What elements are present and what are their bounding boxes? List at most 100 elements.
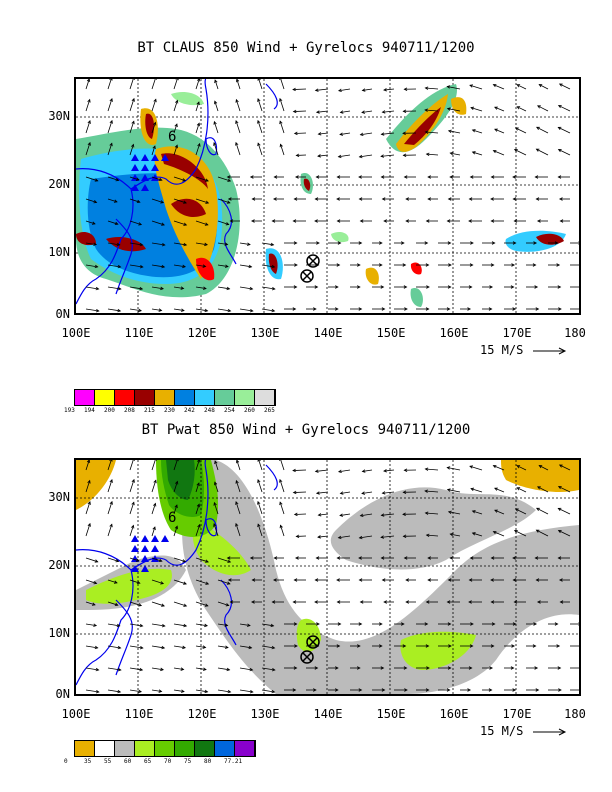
wind-vector — [85, 579, 97, 584]
wind-vector-head — [557, 486, 562, 490]
wind-vector-head — [109, 500, 113, 505]
wind-vector-head — [294, 644, 298, 648]
grid-lines — [76, 460, 579, 694]
wind-vector-head — [153, 479, 157, 484]
panel1-reference-vector: 15 M/S — [480, 343, 571, 357]
wind-vector — [362, 88, 373, 91]
wind-vector — [85, 220, 96, 225]
wind-vector — [195, 460, 200, 471]
wind-vector-head — [270, 623, 275, 628]
wind-vector-head — [295, 534, 300, 539]
wind-vector — [317, 535, 329, 538]
wind-vector-head — [337, 469, 342, 474]
wind-vector-head — [251, 578, 256, 582]
wind-vector-head — [225, 603, 230, 607]
wind-vector — [338, 535, 351, 539]
wind-vector-head — [292, 109, 297, 114]
wind-vector — [151, 557, 162, 562]
wind-vector-head — [94, 559, 99, 563]
wind-vector — [213, 142, 219, 156]
wind-vector-head — [361, 88, 366, 92]
wind-vector-head — [533, 622, 538, 626]
panel1-xlabel: 100E — [61, 326, 91, 340]
wind-vector-head — [516, 84, 521, 88]
panel1-xlabel: 150E — [376, 326, 406, 340]
wind-vector-head — [557, 285, 562, 289]
wind-vector-head — [205, 581, 210, 585]
wind-vector-head — [424, 241, 429, 245]
panel1-xlabel: 180 — [564, 326, 586, 340]
wind-vector-head — [139, 242, 144, 247]
wind-vector-head — [336, 219, 341, 223]
gyre-location-markers — [300, 635, 320, 664]
wind-vector-head — [227, 689, 232, 694]
wind-vector-head — [246, 242, 251, 246]
wind-vector-head — [87, 522, 91, 527]
wind-vector-head — [425, 600, 430, 604]
wind-vector-head — [335, 285, 339, 289]
wind-vector — [173, 198, 187, 204]
wind-vector — [195, 601, 208, 607]
wind-vector-head — [514, 508, 519, 512]
wind-vector-head — [295, 175, 299, 179]
wind-vector-head — [273, 556, 278, 560]
wind-vector-head — [490, 175, 495, 179]
wind-vector — [279, 98, 285, 112]
panel1-xlabel: 170E — [502, 326, 532, 340]
wind-vector — [173, 79, 178, 90]
wind-vector-head — [489, 666, 494, 670]
wind-vector-head — [402, 109, 407, 113]
wind-vector-head — [381, 491, 386, 495]
wind-vector — [85, 460, 90, 471]
wind-vector-head — [314, 469, 319, 473]
wind-vector-head — [202, 645, 207, 649]
colorbar-swatch — [195, 390, 215, 405]
wind-vector-head — [471, 532, 476, 536]
wind-vector — [85, 623, 97, 627]
wind-vector-head — [295, 153, 300, 158]
wind-vector — [85, 523, 91, 537]
wind-vector-head — [512, 622, 517, 626]
wind-vector-head — [87, 479, 91, 484]
wind-vector-head — [380, 285, 385, 289]
panel1-ylabel-0n: 0N — [55, 307, 70, 321]
wind-vector-head — [160, 286, 165, 291]
wind-vector-head — [182, 645, 187, 650]
wind-vector — [257, 479, 263, 493]
wind-vector-head — [251, 600, 255, 604]
wind-vector-head — [383, 469, 387, 473]
wind-vector-head — [425, 152, 430, 157]
wind-vector-head — [114, 221, 119, 226]
wind-vector — [195, 123, 200, 134]
wind-vector-head — [257, 98, 261, 102]
wind-vector — [151, 667, 164, 671]
wind-vector-head — [339, 513, 344, 517]
wind-vector-head — [229, 600, 234, 604]
wind-vector-head — [403, 468, 408, 472]
wind-vector — [129, 308, 142, 312]
wind-vector-head — [224, 264, 229, 268]
wind-vector-head — [339, 110, 344, 114]
wind-vector-head — [293, 197, 298, 201]
wind-vector — [217, 601, 229, 606]
wind-vector-head — [109, 478, 113, 483]
wind-vector-head — [488, 688, 493, 692]
wind-vector-head — [535, 688, 540, 692]
wind-vector-head — [87, 141, 91, 146]
wind-vector — [173, 123, 178, 134]
wind-vector — [151, 689, 162, 692]
wind-vector — [536, 529, 549, 537]
wind-vector-head — [257, 119, 261, 124]
precipitable-water-shading — [76, 460, 579, 694]
panel1-ylabel-30n: 30N — [48, 109, 70, 123]
wind-vector-head — [490, 600, 495, 604]
wind-vector — [514, 149, 527, 156]
wind-vector-head — [174, 123, 178, 128]
wind-vector-head — [317, 154, 321, 158]
wind-vector-head — [131, 143, 135, 148]
wind-vector — [470, 107, 483, 112]
wind-vector — [537, 486, 549, 493]
wind-vector — [338, 88, 351, 92]
wind-vector-head — [492, 530, 497, 535]
wind-vector — [129, 601, 142, 607]
